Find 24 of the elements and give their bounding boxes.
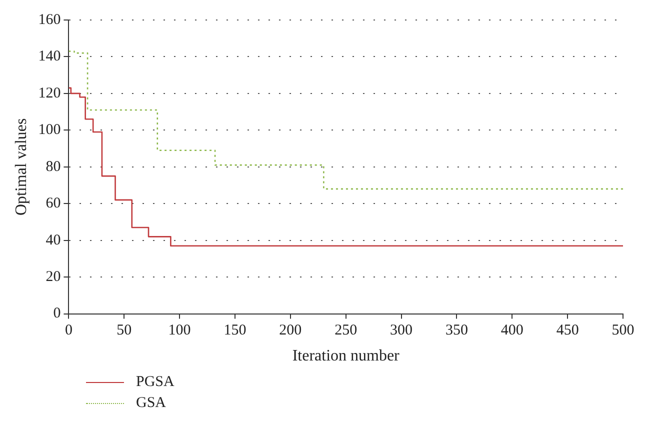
x-tick-label: 100	[168, 322, 191, 339]
x-tick-label: 350	[445, 322, 468, 339]
y-tick-label: 40	[46, 232, 61, 248]
y-tick-label: 160	[38, 12, 61, 28]
x-tick-label: 500	[612, 322, 634, 339]
x-tick-label: 300	[390, 322, 413, 339]
x-tick-label: 450	[556, 322, 579, 339]
y-tick-label: 80	[46, 158, 61, 175]
x-tick-label: 400	[500, 322, 524, 339]
x-axis-title: Iteration number	[292, 348, 400, 365]
y-tick-label: 20	[46, 269, 61, 286]
y-tick-label: 120	[38, 85, 61, 102]
legend-label: GSA	[136, 395, 166, 412]
x-tick-label: 50	[116, 322, 132, 339]
y-tick-label: 140	[38, 48, 61, 65]
x-tick-label: 150	[224, 322, 246, 339]
legend-label: PGSA	[136, 374, 174, 391]
y-axis-title: Optimal values	[12, 118, 30, 216]
x-tick-label: 250	[334, 322, 358, 339]
y-tick-label: 0	[53, 306, 61, 322]
y-tick-label: 100	[38, 122, 61, 138]
x-tick-label: 200	[279, 322, 302, 339]
y-tick-label: 60	[46, 196, 61, 212]
x-tick-label: 0	[64, 322, 72, 339]
